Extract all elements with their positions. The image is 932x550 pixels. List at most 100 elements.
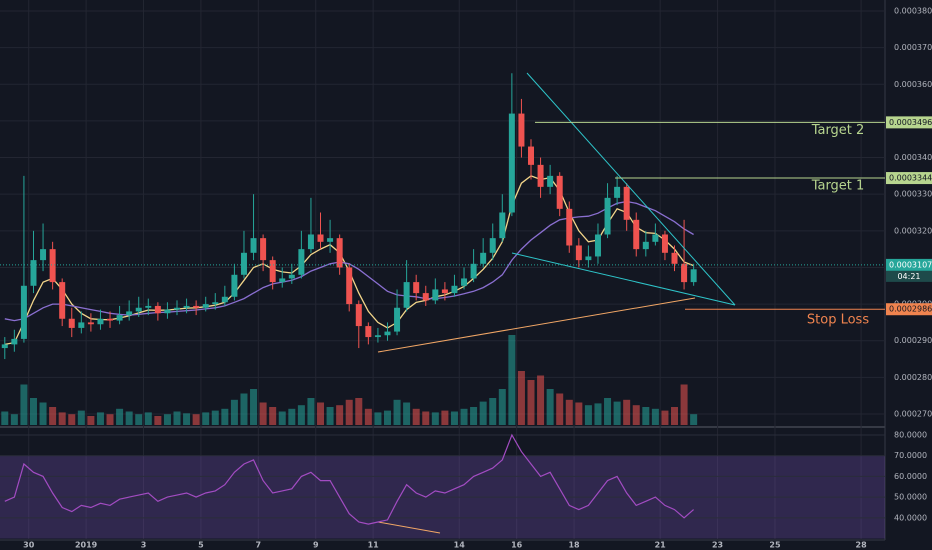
volume-bar [594,403,602,425]
candle-body [116,315,123,321]
candle-body [451,285,458,294]
volume-bar [154,416,162,425]
last-price-label: 0.0003107 [889,260,932,269]
candle-body [269,260,276,283]
candle-body [623,186,630,220]
volume-bar [116,408,124,425]
volume-bar [680,384,688,425]
rsi-line [4,433,694,525]
volume-bar [259,402,267,425]
volume-bar [87,416,95,425]
volume-bar [211,410,219,425]
x-tick-label: 7 [256,541,262,550]
candle-body [671,252,678,264]
trendline [526,72,736,306]
candle-body [20,285,27,339]
y-tick-label: 0.0003800 [894,6,932,15]
price-label: 0.0002986 [889,305,932,314]
volume-bar [651,408,659,425]
candle-body [661,234,668,253]
candle-body [499,212,506,239]
volume-bar [20,384,28,425]
candle-body [59,282,66,319]
volume-bar [412,408,420,425]
volume-bar [623,399,631,425]
volume-bar [202,412,210,425]
volume-bar [393,399,401,425]
candle-body [690,269,697,283]
timer-box [886,270,932,282]
candle-body [394,307,401,332]
candle-body [556,175,563,209]
volume-bar [297,405,305,425]
candle-body [384,331,391,336]
x-tick-label: 23 [712,541,723,550]
candle-body [250,238,257,253]
candle-body [11,338,18,345]
candle-body [441,289,448,294]
candle-body [145,305,152,308]
volume-bar [49,407,57,425]
price-label-box [886,172,932,185]
volume-bar [422,411,430,425]
candle-body [537,164,544,187]
candle-body [614,186,621,198]
candle-body [307,234,314,250]
volume-bar [613,401,621,425]
volume-bar [527,380,535,425]
x-tick-label: 21 [655,541,667,550]
candle-body [652,234,659,242]
annotation-text: Target 1 [811,179,865,194]
annotation-text: Target 2 [811,123,865,138]
candle-body [403,282,410,308]
volume-bar [240,393,248,425]
candle-body [346,267,353,305]
x-tick-label: 28 [856,541,868,550]
volume-bar [450,411,458,425]
volume-bar [383,410,391,425]
volume-bar [163,414,171,425]
candle-body [288,274,295,279]
volume-bar [565,399,573,425]
candle-body [193,305,200,308]
candle-body [422,293,429,301]
trendline [511,252,736,306]
volume-bar [125,411,133,425]
volume-bar [403,402,411,425]
volume-bar [96,412,104,425]
rsi-tick-label: 60.0000 [894,472,927,481]
volume-bar [690,414,698,425]
candle-body [231,274,238,297]
candle-body [355,304,362,327]
volume-bar [336,405,344,425]
candle-body [585,256,592,261]
volume-bar [431,412,439,425]
candle-body [528,146,534,165]
x-tick-label: 9 [313,541,319,550]
volume-bar [441,410,449,425]
candle-body [183,305,190,308]
volume-bar [29,398,37,425]
candle-body [604,197,611,235]
candle-body [164,309,171,314]
x-tick-label: 3 [141,541,147,550]
annotation-text: Stop Loss [807,313,869,328]
volume-bar [632,405,640,425]
volume-bar [584,405,592,425]
x-tick-label: 11 [368,541,380,550]
candle-body [470,263,477,279]
candle-body [78,322,85,328]
candle-body [30,260,37,286]
candle-body [97,318,104,325]
candle-body [432,289,439,301]
candle-body [49,249,56,283]
rsi-trendline [377,521,441,534]
last-price-box [886,258,932,271]
candle-body [365,326,372,338]
volume-bar [221,408,229,425]
